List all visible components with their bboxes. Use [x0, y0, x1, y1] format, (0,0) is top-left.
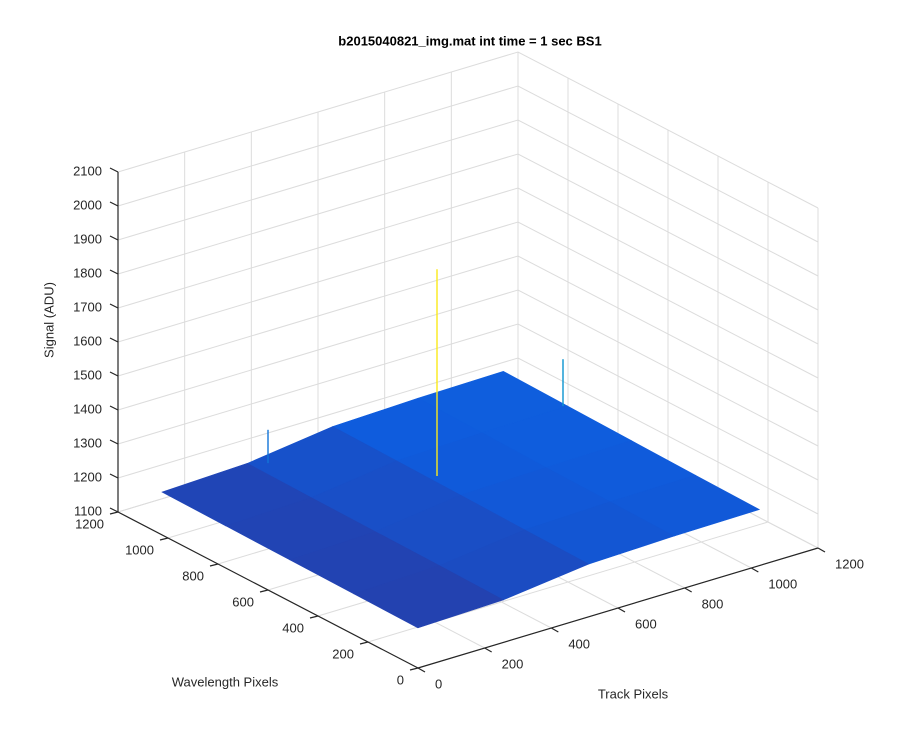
x-tick: [617, 607, 626, 613]
z-tick: [109, 507, 119, 513]
z-tick: [109, 473, 119, 479]
x-tick-label: 1200: [835, 556, 864, 571]
x-tick-label: 600: [635, 616, 657, 631]
z-tick-label: 1500: [73, 367, 102, 382]
z-tick: [109, 201, 119, 207]
z-tick-label: 1700: [73, 299, 102, 314]
z-axis-label: Signal (ADU): [41, 282, 56, 358]
y-tick: [409, 667, 419, 671]
x-tick-label: 1000: [768, 576, 797, 591]
z-tick-label: 1100: [74, 503, 102, 518]
chart-title: b2015040821_img.mat int time = 1 sec BS1: [338, 33, 601, 48]
z-tick: [109, 371, 119, 377]
y-tick: [259, 589, 269, 593]
z-tick-label: 2000: [73, 197, 102, 212]
y-tick-label: 1000: [125, 542, 154, 557]
x-tick-label: 0: [435, 676, 442, 691]
axes: 1100120013001400150016001700180019002000…: [73, 163, 864, 691]
z-tick-label: 1600: [73, 333, 102, 348]
grid-line: [367, 182, 769, 643]
y-tick: [159, 537, 169, 541]
y-axis-label: Wavelength Pixels: [172, 674, 279, 689]
y-tick-label: 400: [282, 620, 304, 635]
y-tick: [359, 641, 369, 645]
x-axis-label: Track Pixels: [598, 686, 669, 701]
x-tick: [551, 627, 559, 633]
z-tick-label: 1300: [73, 435, 102, 450]
y-tick-label: 800: [182, 568, 204, 583]
surface: [161, 269, 761, 629]
x-tick: [417, 667, 426, 673]
z-tick: [109, 167, 119, 173]
y-tick-label: 1200: [75, 516, 104, 531]
z-tick-label: 2100: [73, 163, 102, 178]
y-tick: [209, 563, 219, 567]
z-tick: [109, 235, 119, 241]
z-tick-label: 1800: [73, 265, 102, 280]
z-tick-label: 1400: [73, 401, 102, 416]
z-tick: [109, 337, 119, 343]
y-tick-label: 200: [332, 646, 354, 661]
x-tick-label: 400: [568, 636, 590, 651]
z-tick-label: 1900: [73, 231, 102, 246]
x-tick: [684, 587, 692, 593]
z-tick: [109, 269, 119, 275]
z-tick-label: 1200: [73, 469, 102, 484]
x-tick: [751, 567, 759, 573]
y-tick: [109, 511, 119, 515]
x-tick: [817, 547, 826, 553]
z-tick: [109, 405, 119, 411]
x-tick-label: 800: [702, 596, 724, 611]
x-tick: [484, 647, 492, 653]
y-tick: [309, 615, 319, 619]
z-tick: [109, 439, 119, 445]
z-tick: [109, 303, 119, 309]
surface-patch: [353, 565, 505, 629]
y-tick-label: 0: [397, 672, 404, 687]
y-tick-label: 600: [232, 594, 254, 609]
x-tick-label: 200: [502, 656, 524, 671]
